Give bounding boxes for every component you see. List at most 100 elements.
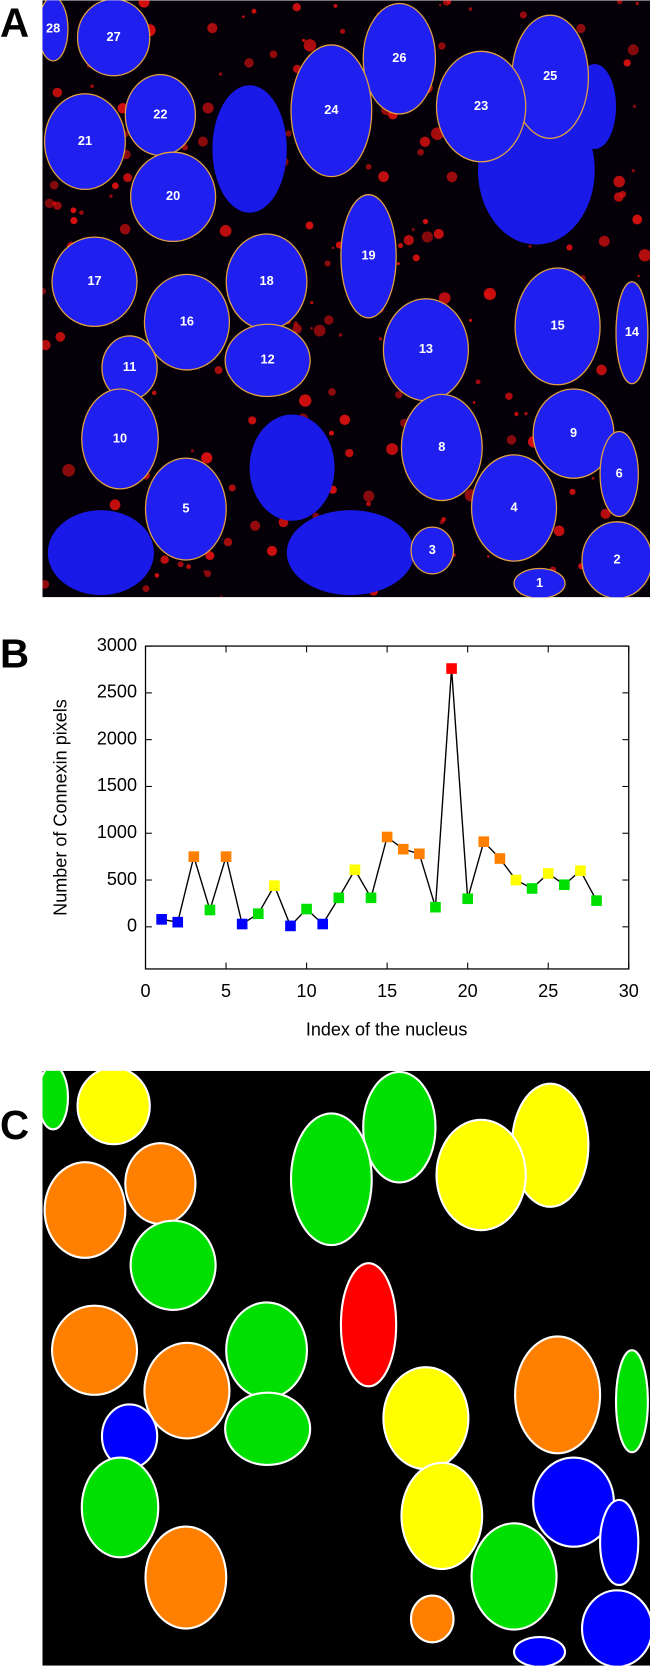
connexin-speck (204, 570, 212, 578)
chart: Index of the nucleus Number of Connexin … (50, 635, 638, 1039)
connexin-speck (220, 595, 223, 598)
connexin-speck (598, 235, 610, 247)
data-point (204, 904, 216, 916)
connexin-speck (218, 72, 223, 76)
segmented-nucleus (470, 1522, 558, 1631)
data-point (494, 853, 506, 864)
nucleus (581, 521, 650, 598)
connexin-speck (397, 242, 404, 249)
nucleus (42, 0, 69, 62)
nucleus (143, 273, 231, 371)
nucleus (286, 510, 415, 596)
nucleus (43, 93, 126, 191)
data-point (301, 903, 312, 915)
segmented-nucleus (143, 1341, 231, 1440)
nucleus (249, 414, 335, 521)
segmented-nucleus (144, 1525, 228, 1630)
data-point (510, 874, 522, 886)
segmented-nucleus (129, 1219, 217, 1311)
nucleus (514, 267, 601, 386)
connexin-speck (251, 8, 257, 14)
connexin-speck (324, 260, 331, 267)
x-tick-label: 15 (377, 981, 397, 1001)
connexin-speck (313, 324, 326, 337)
connexin-speck (186, 564, 191, 569)
panel-label: C (0, 1102, 29, 1148)
connexin-speck (339, 414, 351, 426)
connexin-speck (627, 44, 639, 56)
connexin-speck (421, 231, 433, 243)
connexin-speck (197, 136, 208, 147)
nucleus-label: 12 (261, 352, 275, 367)
connexin-speck (378, 337, 383, 341)
connexin-speck (438, 42, 446, 50)
segmented-nucleus (409, 1594, 455, 1644)
nucleus (340, 194, 397, 319)
nucleus-label: 14 (625, 324, 640, 339)
connexin-speck (310, 301, 314, 305)
nucleus-label: 9 (570, 425, 577, 440)
connexin-speck (303, 39, 317, 52)
nucleus (362, 2, 437, 115)
data-point (269, 880, 280, 891)
segmented-nucleus (362, 1070, 437, 1184)
segmented-nucleus (512, 1635, 567, 1666)
y-tick-label: 500 (107, 869, 137, 889)
connexin-speck (438, 292, 451, 304)
connexin-speck (299, 394, 312, 407)
x-tick-label: 20 (458, 981, 478, 1001)
nucleus-label: 6 (616, 465, 623, 480)
connexin-speck (79, 210, 84, 215)
connexin-speck (201, 452, 213, 464)
connexin-speck (417, 148, 425, 156)
connexin-speck (378, 171, 389, 183)
connexin-speck (109, 194, 113, 198)
x-tick-label: 10 (297, 981, 317, 1001)
connexin-speck (44, 198, 55, 209)
connexin-speck (305, 221, 314, 230)
data-point (446, 663, 457, 674)
segmented-nucleus (435, 1118, 527, 1232)
connexin-speck (566, 244, 573, 251)
connexin-speck (395, 391, 403, 399)
nucleus-label: 8 (438, 439, 445, 454)
nucleus-label: 20 (166, 188, 180, 203)
nucleus-label: 16 (180, 313, 194, 328)
connexin-speck (154, 573, 160, 578)
y-tick-label: 2500 (97, 682, 137, 702)
nucleus (47, 510, 155, 596)
nucleus-label: 26 (392, 50, 406, 65)
data-point (430, 901, 441, 913)
connexin-speck (293, 321, 299, 327)
data-point (333, 892, 345, 904)
nucleus (470, 454, 558, 562)
nucleus-label: 10 (113, 430, 127, 445)
connexin-speck (519, 11, 527, 19)
connexin-speck (269, 50, 278, 59)
connexin-speck (576, 23, 586, 34)
nucleus (81, 388, 159, 490)
connexin-speck (55, 332, 66, 342)
connexin-speck (111, 182, 119, 190)
nucleus-label: 23 (474, 98, 488, 113)
segmented-nucleus (614, 1349, 649, 1454)
connexin-speck (403, 235, 414, 246)
connexin-speck (396, 262, 400, 266)
nucleus (400, 393, 483, 502)
nucleus (224, 323, 311, 398)
data-point (172, 916, 184, 928)
connexin-speck (613, 175, 625, 188)
data-point (285, 920, 296, 932)
segmented-nucleus (224, 1391, 312, 1467)
connexin-speck (219, 225, 232, 237)
connexin-speck (475, 379, 481, 385)
segmented-nucleus (76, 1070, 151, 1146)
connexin-speck (70, 207, 77, 214)
connexin-speck (613, 192, 624, 202)
data-point (414, 848, 425, 860)
connexin-speck (302, 38, 306, 43)
connexin-speck (90, 84, 94, 89)
connexin-speck (190, 449, 195, 453)
